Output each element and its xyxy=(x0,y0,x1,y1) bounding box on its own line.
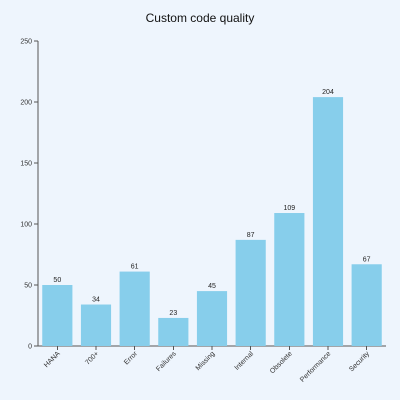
y-axis: 0 50 100 150 200 250 xyxy=(20,39,39,351)
bar-data-label: 109 xyxy=(283,205,295,212)
x-tick-label: Obsolete xyxy=(269,350,294,375)
x-tick-label: Performance xyxy=(299,350,332,383)
bar-internal xyxy=(235,239,266,346)
y-tick-label: 200 xyxy=(20,100,32,107)
bar-hana xyxy=(42,285,73,346)
y-tick-label: 100 xyxy=(20,222,32,229)
bar-data-label: 67 xyxy=(363,256,371,263)
bar-missing xyxy=(196,291,228,346)
bar-security xyxy=(351,264,382,346)
bar-data-label: 61 xyxy=(131,264,139,271)
x-tick-label: Security xyxy=(348,350,371,373)
bars-group: 50 34 61 23 45 87 109 204 67 xyxy=(42,89,382,347)
y-tick-label: 0 xyxy=(28,344,32,351)
x-tick-label: Internal xyxy=(234,350,256,372)
y-tick-label: 150 xyxy=(20,161,32,168)
bar-data-label: 45 xyxy=(208,283,216,290)
y-tick-label: 250 xyxy=(20,39,32,46)
bar-performance xyxy=(312,97,344,347)
bar-data-label: 87 xyxy=(247,232,255,239)
x-tick-label: Failures xyxy=(155,350,178,373)
x-tick-label: Error xyxy=(123,350,139,366)
bar-data-label: 50 xyxy=(53,277,61,284)
x-tick-label: HANA xyxy=(43,350,62,369)
bar-data-label: 23 xyxy=(169,310,177,317)
bar-data-label: 204 xyxy=(322,89,334,96)
x-tick-label: Missing xyxy=(195,350,217,372)
bar-700- xyxy=(80,304,112,346)
chart-title: Custom code quality xyxy=(146,11,255,25)
bar-data-label: 34 xyxy=(92,297,100,304)
x-tick-label: 700+ xyxy=(84,350,100,366)
bar-obsolete xyxy=(274,213,305,346)
x-axis: HANA 700+ Error Failures Missing Internal Obso… xyxy=(38,345,386,384)
y-tick-label: 50 xyxy=(24,283,32,290)
bar-error xyxy=(119,271,150,346)
bar-failures xyxy=(158,317,189,346)
